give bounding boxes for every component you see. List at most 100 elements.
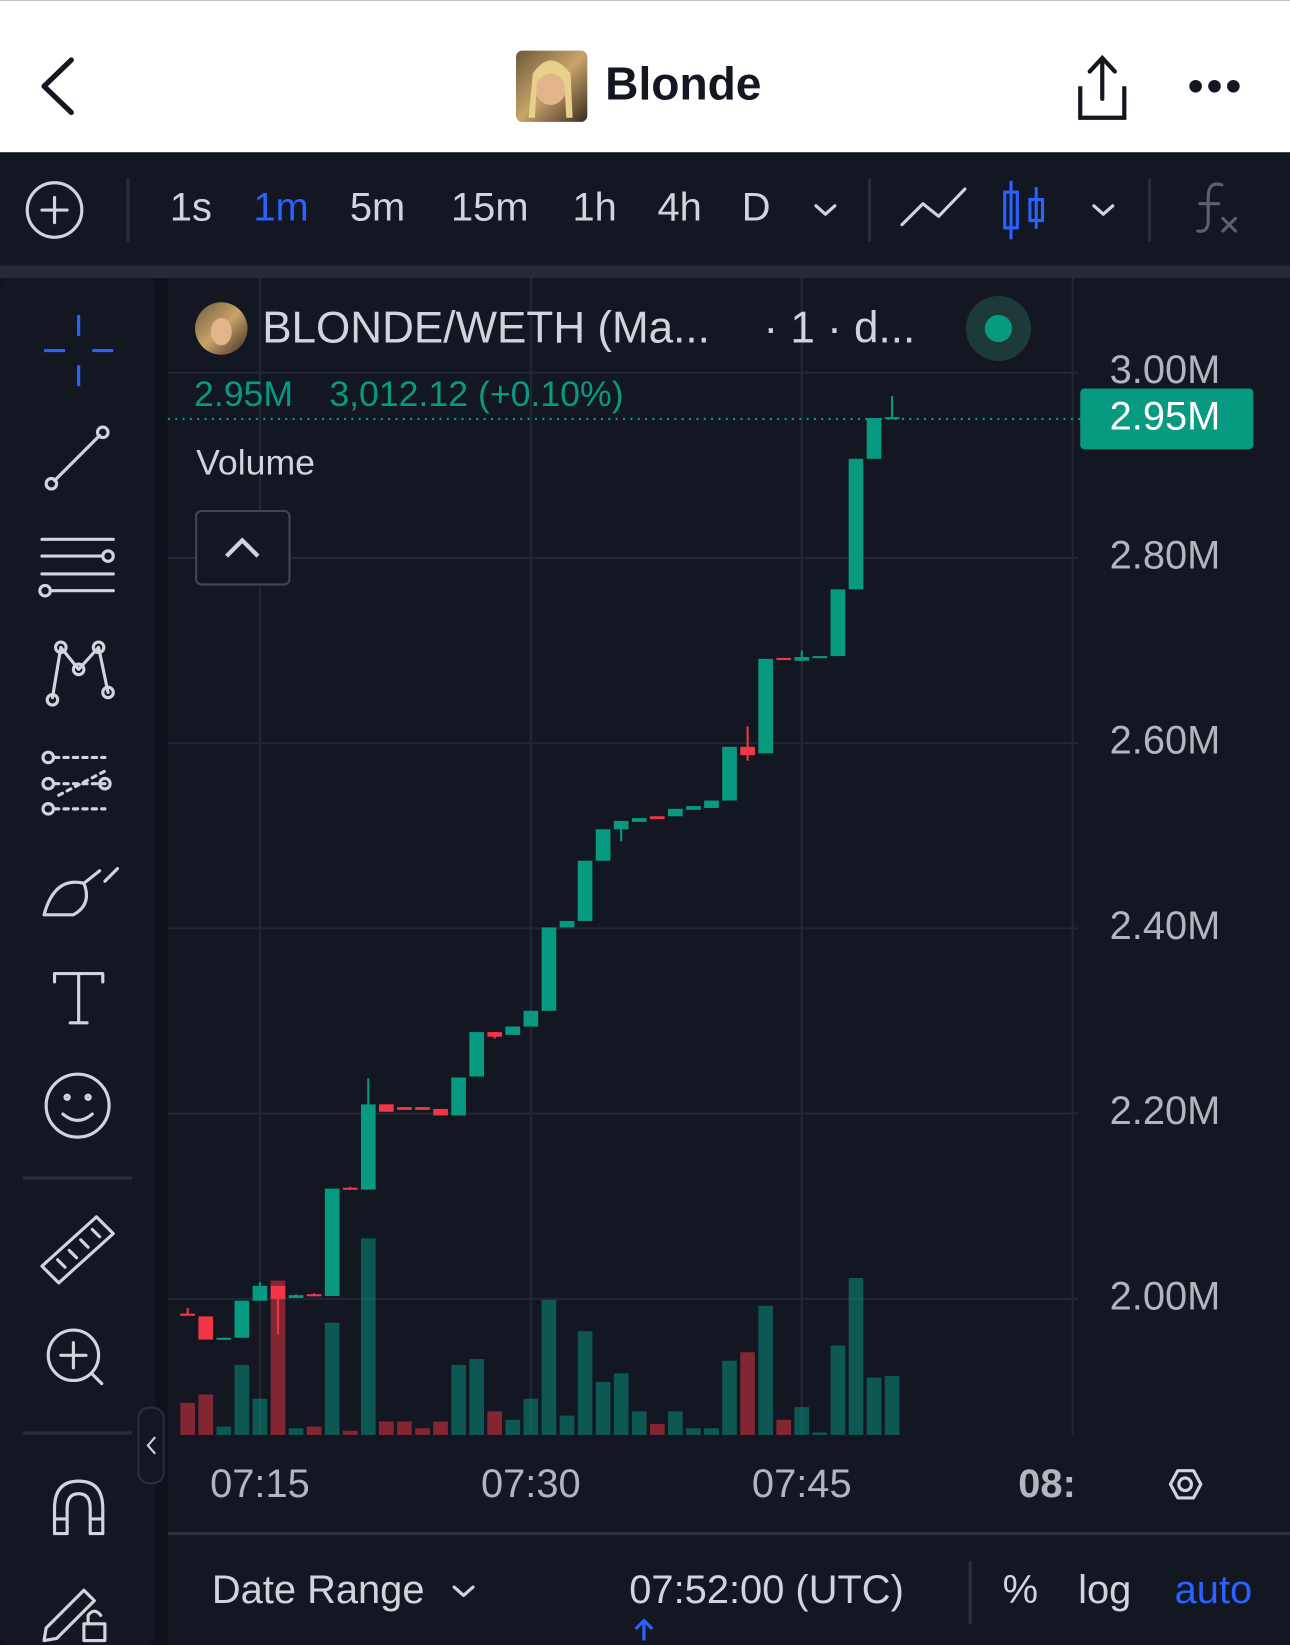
forecast-tool[interactable]	[41, 750, 112, 816]
interval-button[interactable]: D	[742, 186, 771, 230]
candle-body	[704, 800, 719, 808]
toolbar-gap	[0, 265, 1290, 279]
candle-body	[595, 829, 611, 861]
y-tick-label: 2.40M	[1110, 904, 1221, 948]
volume-bar	[288, 1428, 304, 1435]
volume-bar	[595, 1381, 611, 1435]
candle-body	[433, 1108, 448, 1116]
candle-body	[216, 1337, 232, 1340]
interval-button[interactable]: 5m	[350, 186, 405, 230]
current-time[interactable]: 07:52:00 (UTC)	[629, 1568, 904, 1612]
lock-tool[interactable]	[42, 1588, 107, 1643]
volume-bar	[487, 1411, 503, 1435]
volume-bar	[577, 1331, 593, 1435]
volume-bar	[668, 1411, 683, 1435]
candle-body	[830, 589, 846, 657]
volume-bar	[812, 1432, 828, 1435]
date-range-dropdown	[452, 1585, 475, 1598]
volume-bar	[884, 1375, 900, 1435]
line-style-button[interactable]	[900, 187, 967, 227]
indicators-button[interactable]	[1196, 182, 1238, 233]
toolbar	[0, 152, 1290, 266]
interval-group: 1s 1m 5m 15m 1h 4h D	[170, 186, 771, 230]
market-status	[965, 296, 1031, 362]
x-tick-label: 07:15	[210, 1462, 310, 1506]
ruler-tool[interactable]	[40, 1215, 115, 1285]
interval-button[interactable]: 1m	[253, 186, 308, 230]
candle-body	[379, 1104, 394, 1112]
date-range-button[interactable]: Date Range	[212, 1568, 425, 1612]
candle-body	[397, 1107, 412, 1110]
volume-bar	[794, 1407, 810, 1435]
candle-body	[360, 1104, 376, 1190]
candle-body	[812, 656, 828, 659]
volume-bar	[198, 1394, 214, 1435]
candle-body	[415, 1107, 430, 1110]
candle-body	[342, 1187, 358, 1190]
more-button[interactable]	[1189, 79, 1240, 93]
brush-tool[interactable]	[42, 867, 120, 917]
interval-button[interactable]: 1h	[572, 186, 616, 230]
volume-bar	[722, 1360, 737, 1435]
last-price-tag	[1080, 388, 1254, 450]
interval-button[interactable]: 15m	[451, 186, 529, 230]
volume-bar	[523, 1398, 539, 1435]
log-toggle[interactable]: log	[1078, 1568, 1131, 1612]
scroll-to-now[interactable]	[634, 1618, 654, 1641]
pattern-tool[interactable]	[45, 640, 115, 707]
candle-body	[740, 746, 755, 756]
interval-dropdown[interactable]	[814, 204, 837, 216]
volume-bar	[559, 1415, 575, 1435]
share-button[interactable]	[1078, 54, 1127, 120]
add-button[interactable]	[25, 181, 84, 239]
settings-button[interactable]	[1168, 1469, 1203, 1500]
percent-toggle[interactable]: %	[1003, 1568, 1038, 1612]
volume-bar	[324, 1322, 340, 1435]
volume-bar	[631, 1411, 647, 1435]
collapse-handle[interactable]	[137, 1406, 165, 1485]
fib-tool[interactable]	[38, 537, 115, 598]
plot	[180, 395, 900, 1435]
candle-body	[451, 1077, 466, 1116]
symbol-subtitle: · 1 · d...	[764, 303, 916, 352]
y-tick-label: 2.00M	[1110, 1274, 1221, 1318]
emoji-tool[interactable]	[44, 1072, 111, 1139]
x-tick-label: 07:45	[752, 1462, 852, 1506]
trendline-tool[interactable]	[44, 425, 110, 491]
legend-collapse[interactable]	[195, 509, 291, 586]
candle-body	[613, 820, 629, 830]
volume-bar	[397, 1421, 412, 1435]
candle-body	[649, 816, 665, 820]
axes: 2.00M 2.20M 2.40M 2.60M 2.80M 3.00M 07:15 07:30…	[167, 348, 1254, 1506]
volume-bar	[469, 1359, 485, 1435]
candle-body	[758, 658, 774, 754]
back-button[interactable]	[41, 57, 74, 116]
interval-button[interactable]: 4h	[657, 186, 701, 230]
volume-bar	[505, 1419, 521, 1435]
candle-body	[686, 806, 701, 810]
volume-bar	[306, 1426, 322, 1435]
candle-body	[541, 927, 557, 1011]
magnet-tool[interactable]	[52, 1479, 105, 1536]
text-tool[interactable]	[52, 971, 105, 1025]
zoom-tool[interactable]	[46, 1328, 104, 1386]
candle-body	[631, 818, 647, 822]
volume-bar	[216, 1426, 232, 1435]
candle-body	[505, 1026, 521, 1035]
candle-body	[848, 458, 864, 590]
crosshair-tool[interactable]	[44, 314, 114, 387]
auto-toggle[interactable]: auto	[1175, 1568, 1253, 1612]
candle-body	[252, 1285, 268, 1301]
candle-body	[270, 1285, 286, 1299]
candle-body	[794, 656, 810, 661]
candle-body	[722, 746, 737, 801]
style-dropdown[interactable]	[1092, 204, 1115, 216]
interval-button[interactable]: 1s	[170, 186, 212, 230]
symbol-title[interactable]: BLONDE/WETH (Ma...	[262, 303, 710, 352]
volume-bar	[776, 1419, 792, 1435]
candle-style-button[interactable]	[1003, 180, 1045, 240]
volume-bar	[613, 1373, 629, 1435]
candle-body	[234, 1300, 250, 1338]
